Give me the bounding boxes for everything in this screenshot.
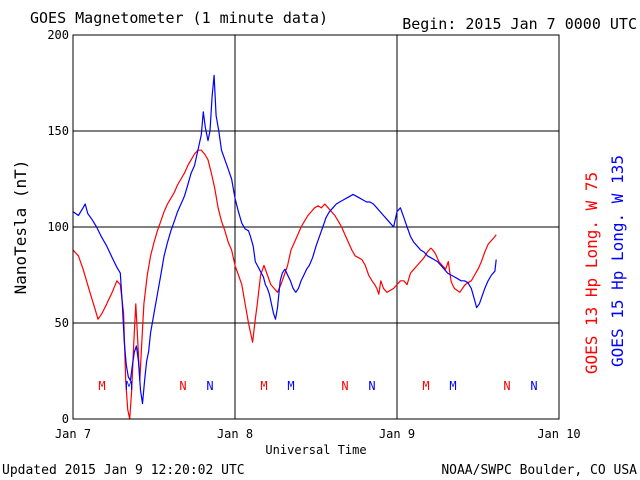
series-lines — [72, 74, 497, 420]
legend-goes13: GOES 13 Hp Long. W 75 — [582, 172, 601, 374]
updated-timestamp: Updated 2015 Jan 9 12:20:02 UTC — [2, 463, 245, 478]
y-tick-label: 100 — [47, 220, 69, 234]
legend-goes15: GOES 15 Hp Long. W 135 — [608, 155, 627, 367]
midnight-marker: M — [287, 379, 294, 393]
y-tick-label: 150 — [47, 124, 69, 138]
midnight-marker: M — [422, 379, 429, 393]
noon-marker: N — [530, 379, 537, 393]
source-credit: NOAA/SWPC Boulder, CO USA — [441, 463, 637, 478]
noon-marker: N — [368, 379, 375, 393]
y-axis-title: NanoTesla (nT) — [11, 160, 30, 295]
y-tick-label: 200 — [47, 28, 69, 42]
noon-marker: N — [206, 379, 213, 393]
noon-marker: N — [179, 379, 186, 393]
x-axis-title: Universal Time — [265, 443, 366, 457]
noon-marker: N — [341, 379, 348, 393]
begin-time-label: Begin: 2015 Jan 7 0000 UTC — [402, 15, 637, 33]
series-goes15-line — [72, 74, 497, 405]
x-tick-label: Jan 9 — [379, 427, 415, 441]
x-tick-labels: Jan 7 Jan 8 Jan 9 Jan 10 — [55, 427, 581, 441]
x-tick-label: Jan 7 — [55, 427, 91, 441]
x-tick-label: Jan 8 — [217, 427, 253, 441]
midnight-marker: M — [125, 379, 132, 393]
noon-marker: N — [503, 379, 510, 393]
midnight-marker: M — [260, 379, 267, 393]
y-tick-label: 0 — [62, 412, 69, 426]
plot-frame — [72, 34, 560, 420]
gridlines — [73, 35, 559, 419]
midnight-marker: M — [449, 379, 456, 393]
mn-markers: M N M N M NM N M N M N — [98, 379, 537, 393]
y-tick-label: 50 — [55, 316, 69, 330]
chart-title: GOES Magnetometer (1 minute data) — [30, 9, 328, 27]
y-tick-labels: 0 50 100 150 200 — [47, 28, 69, 426]
x-tick-label: Jan 10 — [537, 427, 580, 441]
series-goes13-line — [72, 149, 497, 420]
midnight-marker: M — [98, 379, 105, 393]
